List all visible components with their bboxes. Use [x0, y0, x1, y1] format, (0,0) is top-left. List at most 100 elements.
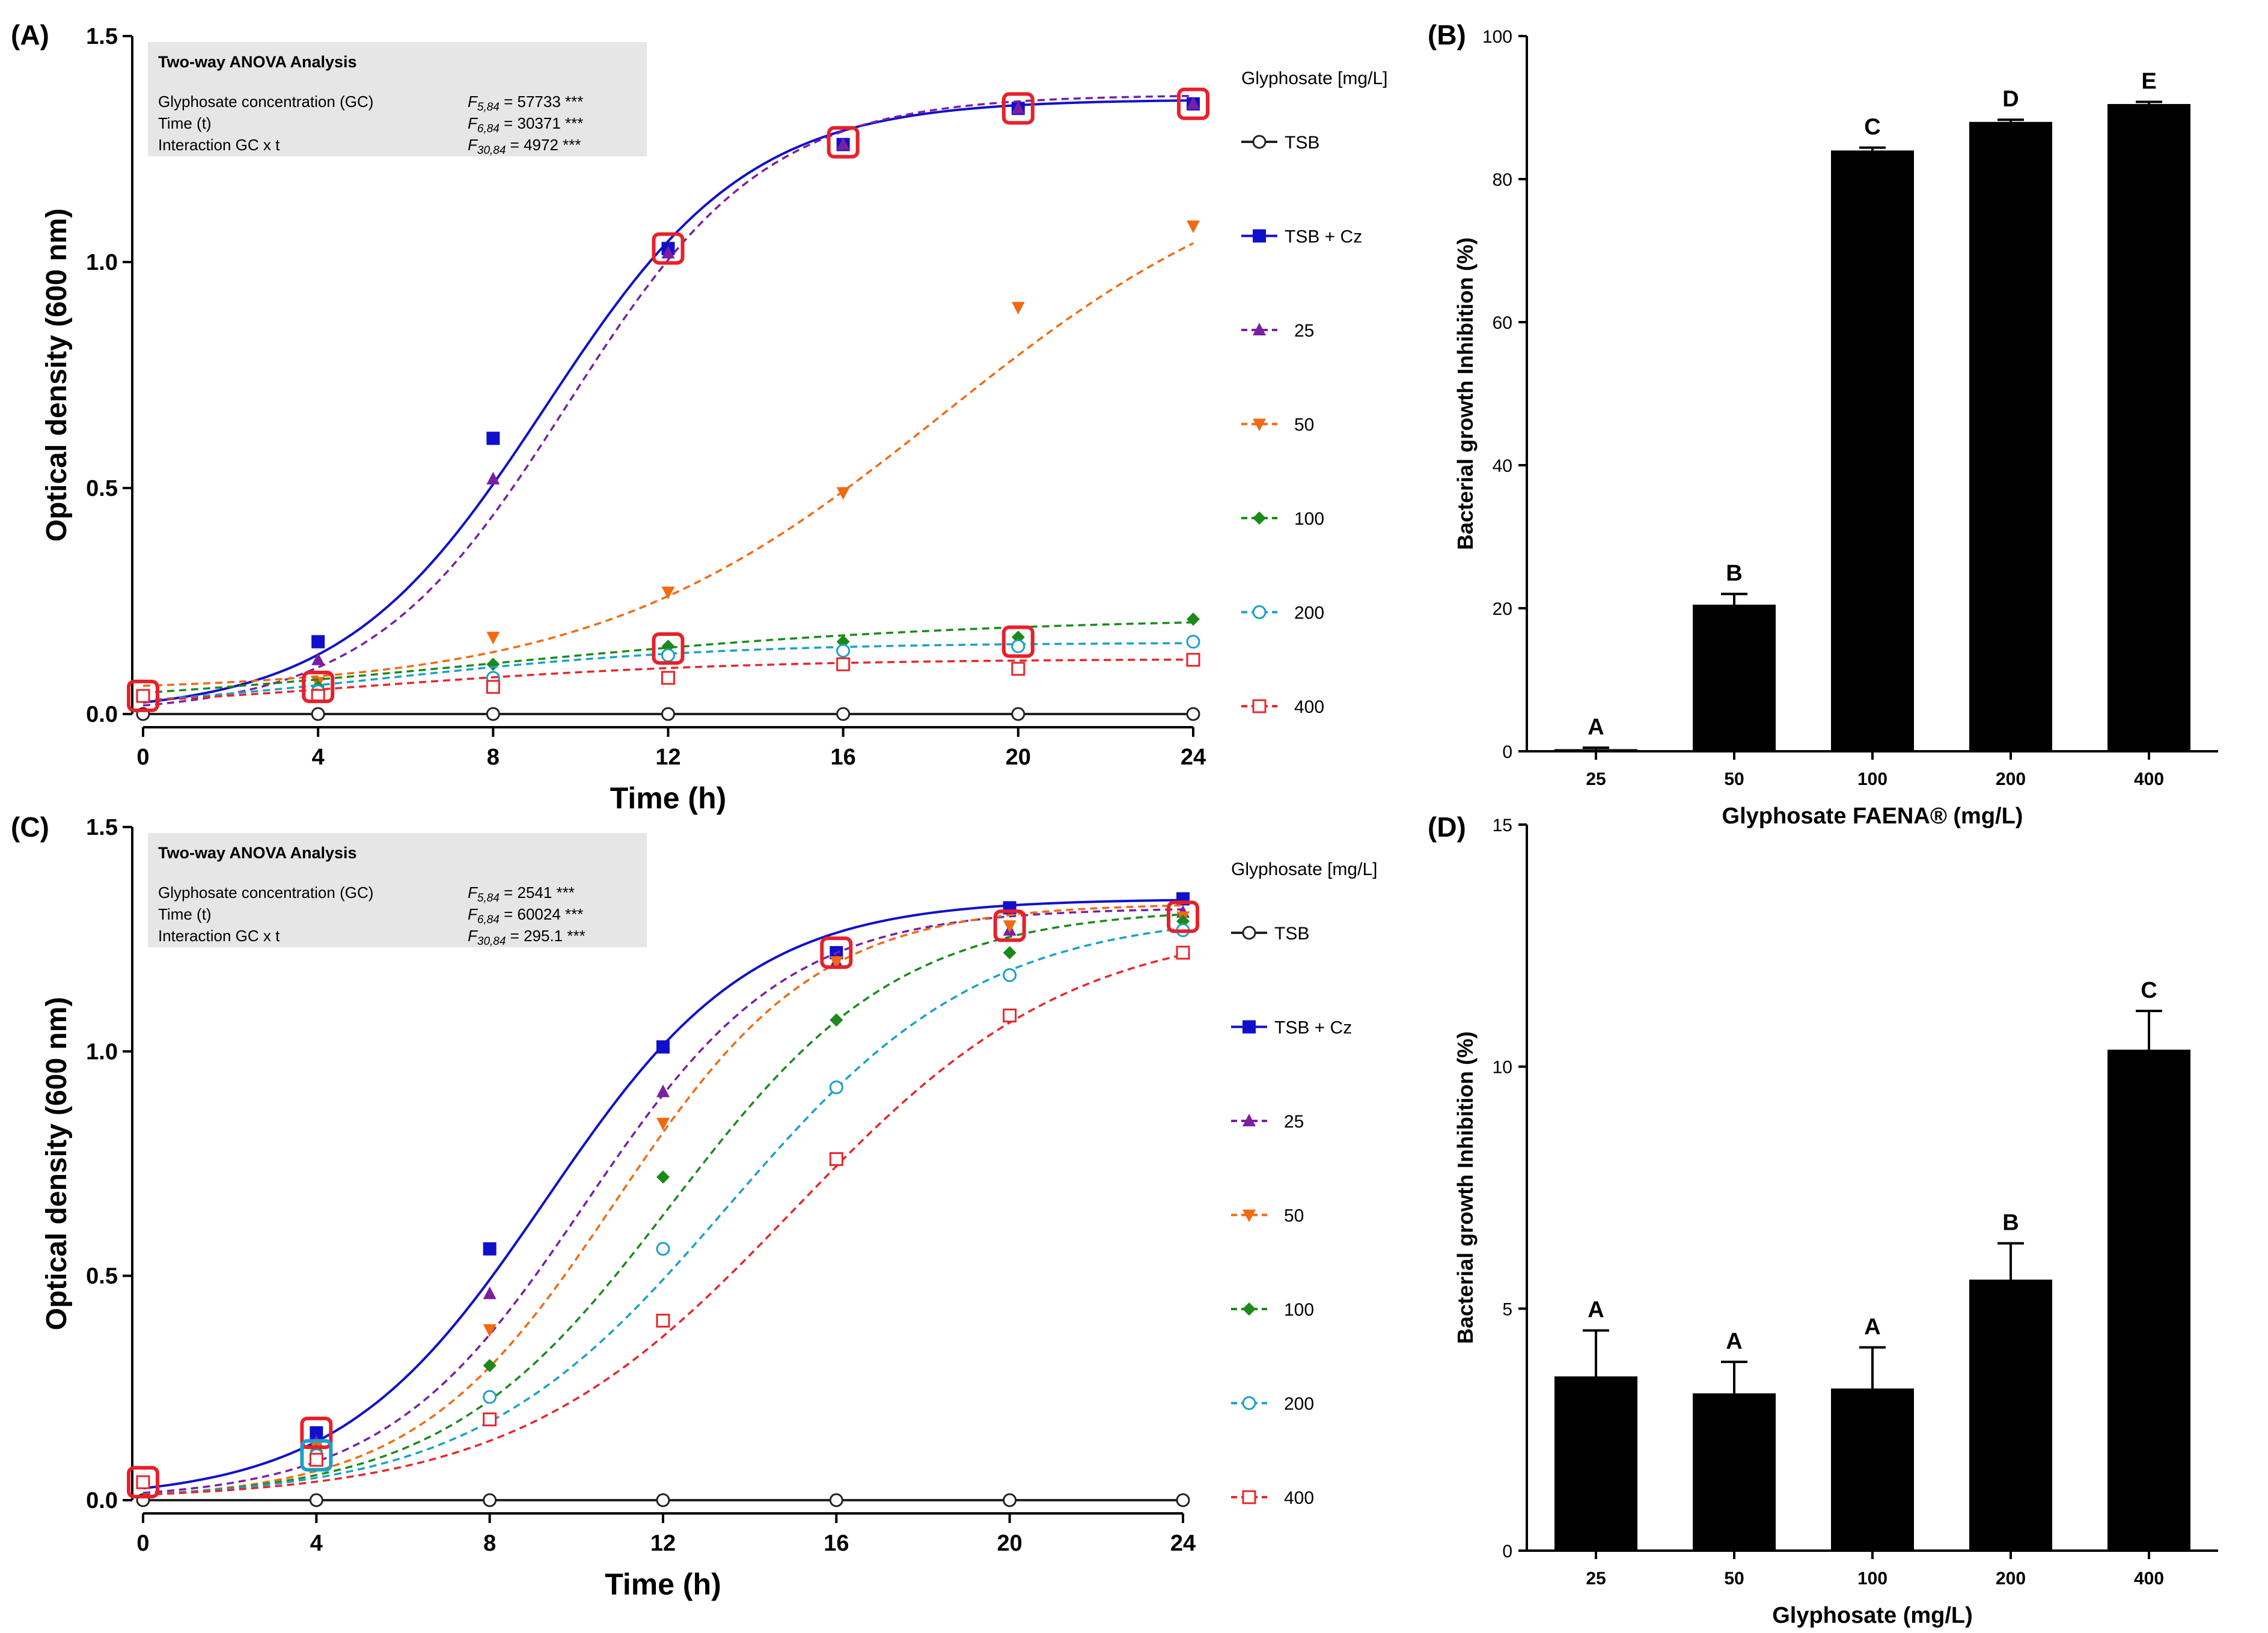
data-point-25	[1187, 96, 1200, 109]
legend-label-tsb-cz: TSB + Cz	[1274, 1018, 1352, 1038]
data-point-50	[830, 956, 843, 969]
data-point-200	[829, 1080, 843, 1094]
data-point-tsb-cz	[310, 1426, 323, 1439]
anova-row-stat: F5,84 = 2541 ***	[468, 884, 575, 905]
y-tick-label: 1.5	[86, 24, 118, 49]
data-point-25	[1011, 101, 1025, 114]
data-point-tsb	[661, 707, 675, 721]
data-point-25	[483, 1286, 497, 1299]
data-point-100	[1187, 612, 1200, 626]
y-tick-label: 0.0	[86, 1488, 118, 1513]
legend-label-200: 200	[1284, 1394, 1314, 1414]
x-tick-label: 200	[1996, 1569, 2026, 1589]
highlight-marker	[652, 232, 685, 265]
y-tick-label: 0	[1502, 1542, 1512, 1561]
legend-marker-25	[1243, 1114, 1256, 1126]
data-point-200	[1011, 639, 1025, 653]
panel-label-a: (A)	[11, 19, 49, 50]
x-tick-label: 50	[1724, 1569, 1744, 1589]
series-line-100	[142, 913, 1184, 1496]
anova-background	[148, 833, 647, 947]
x-tick-label: 0	[136, 1531, 149, 1556]
highlight-marker	[1001, 92, 1035, 125]
legend-marker-25	[1253, 323, 1266, 335]
x-tick-label: 25	[1586, 769, 1606, 789]
anova-row-stat: F30,84 = 295.1 ***	[468, 927, 585, 948]
anova-box: Two-way ANOVA Analysis Glyphosate concent…	[148, 42, 647, 157]
anova-row-label: Interaction GC x t	[158, 927, 280, 945]
y-axis-label: Optical density (600 nm)	[41, 209, 73, 542]
highlight-marker	[302, 670, 335, 703]
series-line-tsb-cz	[142, 99, 1194, 704]
y-axis-label: Bacterial growth Inhibition (%)	[1453, 1031, 1478, 1344]
group-letter: D	[2002, 87, 2019, 112]
y-tick-label: 0	[1502, 742, 1512, 762]
y-tick-label: 10	[1493, 1058, 1512, 1078]
y-tick-label: 40	[1493, 456, 1512, 476]
data-point-25	[836, 137, 850, 150]
data-point-100	[656, 1170, 670, 1184]
y-tick-label: 1.0	[86, 250, 118, 275]
series-line-400	[142, 953, 1184, 1496]
series-line-50	[142, 904, 1184, 1496]
data-point-400	[136, 689, 150, 703]
data-point-50	[1003, 920, 1016, 933]
y-tick-label: 1.0	[86, 1039, 118, 1064]
panel-label-b: (B)	[1428, 19, 1466, 50]
bar-50	[1693, 605, 1776, 751]
x-tick-label: 12	[650, 1531, 676, 1556]
x-tick-label: 50	[1724, 769, 1744, 789]
data-point-tsb-cz	[311, 635, 325, 649]
data-point-100	[830, 1013, 843, 1027]
anova-row-label: Time (t)	[158, 114, 212, 132]
x-axis-label: Time (h)	[610, 781, 727, 815]
anova-box: Two-way ANOVA Analysis Glyphosate concent…	[148, 833, 647, 948]
legend-label-50: 50	[1294, 415, 1314, 435]
x-tick-label: 20	[997, 1531, 1022, 1556]
x-tick-label: 25	[1586, 1569, 1606, 1589]
anova-background	[148, 42, 647, 156]
group-letter: A	[1864, 1314, 1880, 1340]
x-tick-label: 0	[136, 745, 149, 770]
data-point-tsb	[309, 1493, 323, 1507]
group-letter: A	[1726, 1329, 1742, 1354]
series-line-25	[142, 908, 1184, 1494]
x-tick-label: 24	[1170, 1531, 1196, 1556]
group-letter: B	[2002, 1210, 2019, 1236]
bar-25	[1554, 1376, 1637, 1551]
highlight-marker	[820, 936, 853, 969]
highlight-marker	[1177, 87, 1209, 120]
data-point-100	[483, 1359, 497, 1372]
data-point-50	[661, 586, 675, 599]
data-point-tsb-cz	[486, 432, 500, 445]
legend-marker-100	[1253, 511, 1266, 525]
data-point-50	[483, 1324, 497, 1337]
data-point-400	[836, 657, 851, 671]
highlight-marker	[127, 1466, 159, 1499]
bar-100	[1831, 150, 1914, 751]
highlight-marker	[827, 126, 860, 159]
x-tick-label: 400	[2134, 769, 2164, 789]
x-tick-label: 16	[824, 1531, 849, 1556]
data-point-50	[486, 632, 500, 645]
y-tick-label: 1.5	[86, 815, 118, 840]
data-point-50	[1187, 220, 1200, 233]
data-point-400	[1186, 653, 1200, 667]
data-point-25	[661, 245, 675, 258]
highlight-marker	[127, 679, 159, 712]
bar-chart-d: 0 5 10 15 Bacterial growth Inhibition (%) A 25…	[1453, 816, 2218, 1628]
series-line-tsb-cz	[142, 899, 1184, 1490]
data-point-tsb	[1176, 1493, 1190, 1507]
data-point-400	[483, 1412, 497, 1427]
group-letter: C	[1864, 115, 1880, 140]
line-chart-a: Two-way ANOVA Analysis Glyphosate concent…	[41, 24, 1387, 815]
legend-marker-tsb	[1242, 926, 1256, 940]
y-tick-label: 60	[1493, 313, 1512, 333]
y-tick-label: 0.5	[86, 476, 118, 501]
y-tick-label: 0.5	[86, 1264, 118, 1289]
anova-row-label: Interaction GC x t	[158, 136, 280, 154]
highlight-marker	[652, 632, 685, 665]
legend-marker-tsb-cz	[1243, 1020, 1256, 1034]
x-tick-label: 100	[1857, 769, 1887, 789]
series-line-50	[142, 242, 1194, 687]
